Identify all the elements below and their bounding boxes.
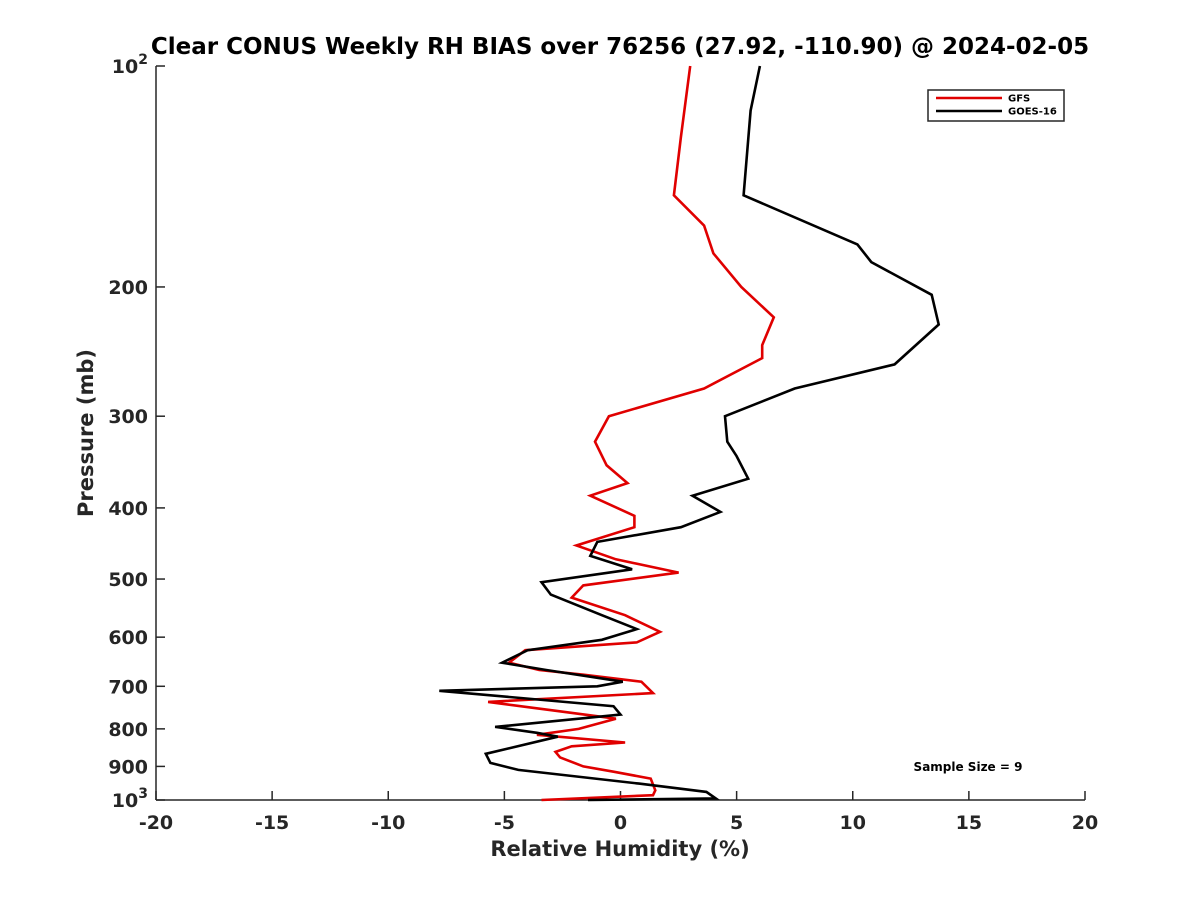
x-axis-label: Relative Humidity (%) — [490, 837, 749, 861]
y-tick-label: 600 — [108, 627, 148, 649]
y-tick-label: 900 — [108, 756, 148, 778]
y-tick-label: 300 — [108, 406, 148, 428]
x-tick-label: -5 — [494, 812, 515, 834]
y-tick-label: 200 — [108, 277, 148, 299]
y-tick-label: 700 — [108, 676, 148, 698]
x-tick-label: 15 — [956, 812, 982, 834]
x-tick-label: -15 — [255, 812, 289, 834]
series-line-gfs — [487, 65, 776, 802]
legend-box — [927, 89, 1065, 122]
legend-label-goes16: GOES-16 — [1008, 107, 1057, 118]
series-line-goes-16 — [439, 65, 941, 802]
x-tick-label: 10 — [840, 812, 866, 834]
x-tick-label: -10 — [371, 812, 405, 834]
series-layer — [439, 65, 941, 802]
sample-size-annotation: Sample Size = 9 — [914, 760, 1023, 774]
y-tick-label: 800 — [108, 719, 148, 741]
y-axis-label: Pressure (mb) — [74, 349, 98, 517]
y-tick-label: 102 — [112, 52, 148, 78]
x-tick-label: -20 — [139, 812, 173, 834]
x-tick-label: 5 — [730, 812, 743, 834]
chart-title: Clear CONUS Weekly RH BIAS over 76256 (2… — [151, 34, 1089, 60]
y-tick-label: 103 — [112, 786, 148, 812]
x-tick-label: 0 — [614, 812, 627, 834]
x-tick-label: 20 — [1072, 812, 1098, 834]
legend: GFS GOES-16 — [927, 89, 1065, 122]
y-tick-label: 400 — [108, 498, 148, 520]
y-tick-label: 500 — [108, 569, 148, 591]
legend-label-gfs: GFS — [1008, 94, 1030, 105]
